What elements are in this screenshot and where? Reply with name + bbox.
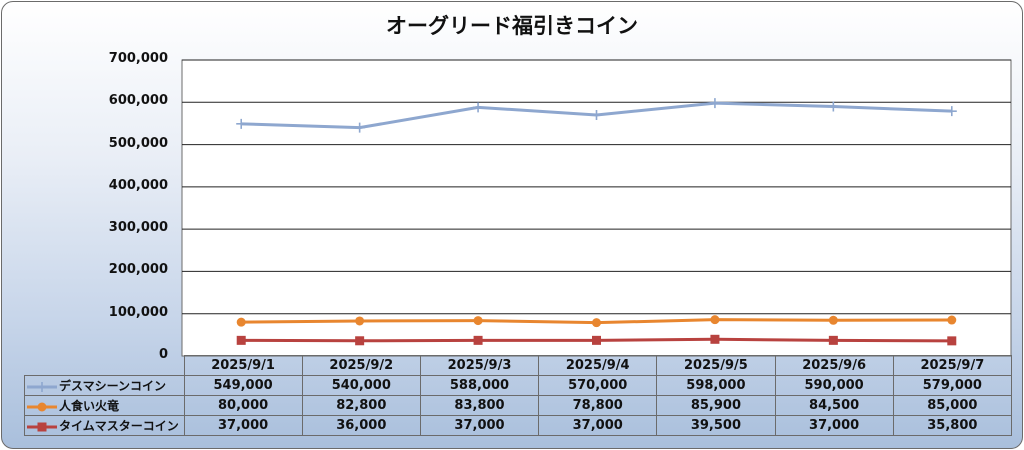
legend-key — [27, 422, 57, 431]
data-label: 37,000 — [538, 415, 658, 436]
y-tick-label: 500,000 — [108, 135, 168, 151]
category-label: 2025/9/6 — [774, 355, 894, 376]
legend-entry: タイムマスターコイン — [24, 415, 185, 436]
legend-key — [27, 381, 57, 392]
table-row: 人食い火竜 80,000 82,800 83,800 78,800 85,900 84,50… — [24, 395, 1013, 416]
data-label: 37,000 — [419, 415, 540, 436]
data-label: 570,000 — [538, 375, 658, 396]
data-point — [236, 335, 246, 345]
data-point — [709, 98, 720, 109]
y-tick-label: 300,000 — [108, 220, 168, 236]
data-label: 549,000 — [183, 375, 303, 396]
data-point — [473, 335, 483, 345]
table-row: タイムマスターコイン 37,000 36,000 37,000 37,000 39,500… — [24, 415, 1013, 436]
category-label: 2025/9/5 — [656, 355, 776, 376]
data-label: 85,000 — [892, 395, 1013, 416]
series-name: 人食い火竜 — [59, 399, 120, 413]
data-point — [473, 316, 483, 326]
data-point — [710, 315, 720, 325]
series-name: デスマシーンコイン — [59, 379, 167, 393]
plot-background — [181, 59, 1012, 357]
data-point — [591, 109, 602, 120]
data-label: 37,000 — [774, 415, 894, 436]
data-point — [355, 316, 365, 326]
data-label: 540,000 — [301, 375, 421, 396]
data-label: 80,000 — [183, 395, 303, 416]
table-row: デスマシーンコイン 549,000 540,000 588,000 570,000 598… — [24, 375, 1013, 396]
data-label: 85,900 — [656, 395, 776, 416]
data-point — [947, 336, 957, 346]
data-point — [592, 335, 601, 345]
data-label: 588,000 — [419, 375, 540, 396]
y-tick-label: 700,000 — [108, 51, 168, 66]
legend-entry: デスマシーンコイン — [24, 375, 185, 396]
data-label: 36,000 — [301, 415, 421, 436]
data-point — [354, 122, 365, 133]
data-label: 579,000 — [892, 375, 1013, 396]
data-label: 590,000 — [774, 375, 894, 396]
y-tick-label: 0 — [158, 347, 168, 362]
data-point — [236, 118, 247, 129]
data-label: 83,800 — [419, 395, 540, 416]
data-point — [947, 315, 957, 325]
category-label: 2025/9/2 — [301, 355, 421, 376]
data-point — [828, 335, 838, 345]
category-label: 2025/9/7 — [892, 355, 1013, 376]
data-point — [828, 315, 838, 325]
y-tick-label: 600,000 — [108, 93, 168, 109]
data-label: 84,500 — [774, 395, 894, 416]
category-label: 2025/9/4 — [538, 355, 658, 376]
table-corner — [25, 356, 185, 376]
table-header-row: 2025/9/1 2025/9/2 2025/9/3 2025/9/4 2025/9/5… — [25, 355, 1013, 376]
data-label: 37,000 — [183, 415, 303, 436]
data-label: 78,800 — [538, 395, 658, 416]
data-point — [710, 334, 720, 344]
category-label: 2025/9/3 — [419, 355, 540, 376]
data-point — [236, 317, 246, 327]
y-tick-label: 200,000 — [108, 262, 168, 278]
y-tick-label: 400,000 — [108, 177, 168, 193]
legend-key — [27, 402, 57, 411]
data-point — [592, 318, 601, 328]
series-name: タイムマスターコイン — [59, 419, 179, 433]
data-label: 598,000 — [656, 375, 776, 396]
data-point — [828, 101, 839, 112]
data-point — [473, 102, 484, 113]
y-tick-label: 100,000 — [108, 304, 168, 320]
data-point — [946, 106, 957, 117]
data-label: 82,800 — [301, 395, 421, 416]
legend-entry: 人食い火竜 — [24, 395, 185, 416]
data-point — [355, 336, 365, 346]
chart-title: オーグリード福引きコイン — [386, 14, 638, 38]
data-label: 39,500 — [656, 415, 776, 436]
data-label: 35,800 — [892, 415, 1013, 436]
data-table: 2025/9/1 2025/9/2 2025/9/3 2025/9/4 2025/9/5… — [24, 355, 1013, 436]
category-label: 2025/9/1 — [183, 355, 303, 376]
